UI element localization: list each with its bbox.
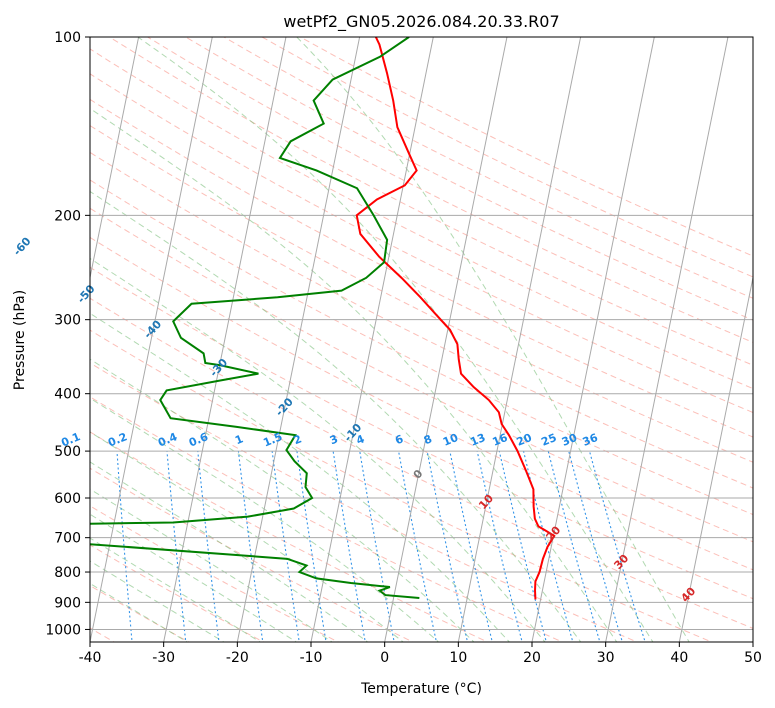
mixing-ratio-label: 10: [441, 431, 460, 449]
moist-adiabat: [90, 537, 262, 642]
moist-adiabat: [90, 560, 225, 642]
mixing-ratio-line: [166, 451, 187, 642]
y-tick-label: 900: [54, 595, 81, 611]
y-tick-label: 200: [54, 208, 81, 224]
isotherm-line: [605, 37, 729, 642]
series-layer: [90, 37, 556, 600]
mixing-ratio-label: 20: [515, 431, 534, 449]
mixing-ratio-line: [197, 451, 220, 642]
y-tick-label: 100: [54, 30, 81, 46]
mixing-ratio-line: [398, 451, 437, 642]
mixing-ratio-label: 2: [292, 432, 304, 447]
y-tick-label: 800: [54, 565, 81, 581]
mixing-ratio-label: 3: [328, 432, 340, 447]
mixing-ratio-line: [547, 450, 601, 642]
sounding-profile: [355, 37, 556, 600]
x-tick-label: 10: [449, 650, 467, 666]
moist-adiabat: [90, 431, 404, 642]
mixing-ratio-line: [271, 451, 300, 642]
mixing-ratio-line: [359, 451, 395, 642]
x-tick-label: -20: [226, 650, 249, 666]
isotherm-line: [531, 37, 655, 642]
y-tick-label: 600: [54, 491, 81, 507]
y-tick-label: 1000: [45, 622, 81, 638]
mixing-ratio-line: [296, 451, 327, 642]
isotherm-line: [310, 37, 434, 642]
x-axis-label: Temperature (°C): [360, 681, 482, 697]
y-axis-label: Pressure (hPa): [12, 290, 28, 390]
x-tick-label: 40: [670, 650, 688, 666]
dry-adiabat: [90, 179, 753, 516]
y-tick-label: 500: [54, 444, 81, 460]
mixing-ratio-label: 13: [468, 431, 487, 449]
moist-adiabat: [90, 488, 333, 642]
mixing-ratio-label: 16: [490, 431, 509, 449]
isotherm-line: [163, 37, 287, 642]
moist-adiabat: [137, 37, 654, 642]
plot-frame: [89, 36, 754, 643]
y-tick-label: 400: [54, 387, 81, 403]
mixing-ratio-label: 25: [539, 431, 558, 449]
isotherm-line: [457, 37, 582, 642]
x-tick-label: -30: [152, 650, 175, 666]
mixing-ratio-line: [449, 450, 493, 642]
mixing-ratio-line: [498, 450, 547, 642]
mixing-ratio-label: 1: [233, 432, 245, 447]
sounding-profile: [90, 37, 420, 600]
y-tick-label: 700: [54, 531, 81, 547]
dry-adiabat: [147, 37, 753, 343]
x-tick-label: 30: [597, 650, 615, 666]
dry-adiabat: [90, 266, 753, 600]
x-tick-label: -40: [79, 650, 102, 666]
y-tick-label: 300: [54, 313, 81, 329]
mixing-ratio-line: [476, 450, 523, 642]
isotherm-line: [678, 275, 753, 642]
dry-adiabat: [109, 37, 753, 366]
dry-adiabat: [90, 207, 753, 543]
isotherm-line: [90, 37, 140, 281]
mixing-ratio-label: 8: [422, 432, 434, 447]
mixing-ratio-line: [568, 450, 623, 642]
dry-adiabat: [223, 37, 753, 299]
x-tick-label: 0: [380, 650, 389, 666]
grid-layer: [90, 37, 753, 642]
axis-layer: -40 -30 -20 -10 0 10 20 30 40 50 100 200 300 400 500 60…: [45, 30, 762, 666]
mixing-ratio-label: 36: [581, 431, 600, 449]
dry-adiabat: [90, 98, 753, 438]
dry-adiabat: [90, 73, 753, 414]
x-tick-label: 50: [744, 650, 762, 666]
dry-adiabat: [90, 431, 489, 642]
mixing-ratio-line: [588, 450, 646, 642]
moist-adiabat: [90, 513, 298, 642]
dry-adiabat: [90, 151, 753, 489]
moist-adiabat: [90, 312, 511, 642]
x-tick-label: -10: [300, 650, 323, 666]
isotherm-line: [236, 37, 361, 642]
mixing-ratio-line: [332, 451, 366, 642]
dry-adiabat: [90, 329, 714, 642]
chart-title: wetPf2_GN05.2026.084.20.33.R07: [283, 12, 559, 32]
moist-adiabat: [90, 582, 189, 642]
x-tick-label: 20: [523, 650, 541, 666]
mixing-ratio-label: 30: [560, 431, 579, 449]
isotherm-line: [384, 37, 508, 642]
mixing-ratio-line: [237, 451, 264, 642]
isotherm-line: [90, 37, 213, 642]
